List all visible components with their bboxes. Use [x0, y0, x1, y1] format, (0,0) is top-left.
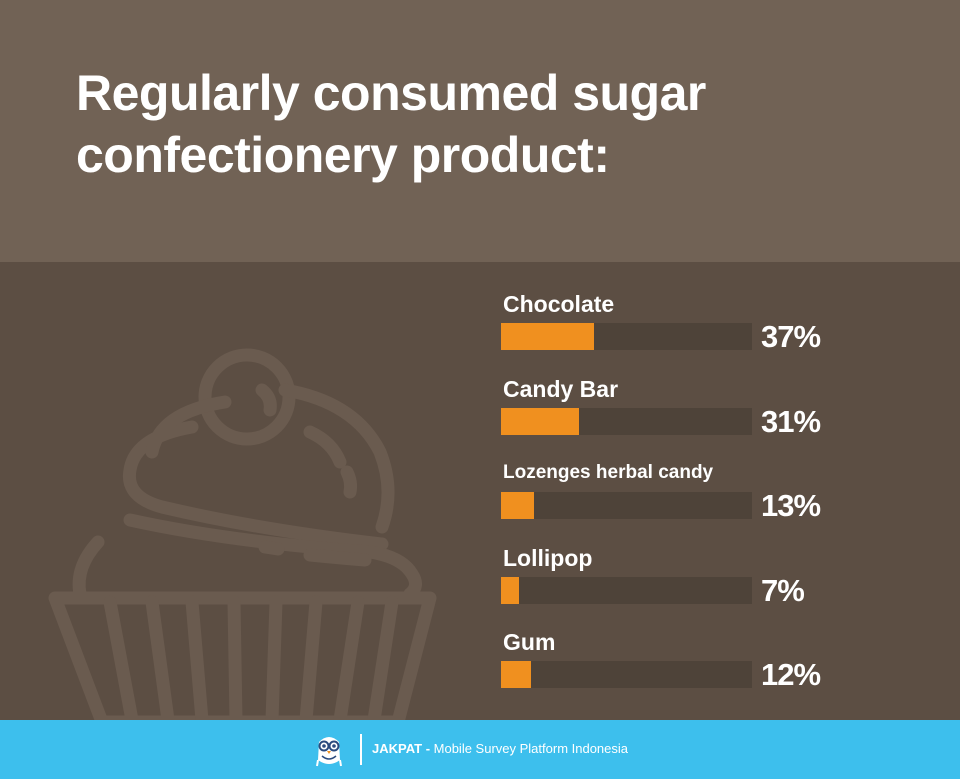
bar-track-chocolate: [501, 323, 752, 350]
footer-credit: JAKPAT - Mobile Survey Platform Indonesi…: [372, 740, 628, 757]
footer-divider: [360, 734, 362, 765]
bar-track-lollipop: [501, 576, 752, 604]
bar-label-gum: Gum: [503, 629, 556, 655]
bar-track-gum: [501, 661, 752, 688]
bar-label-candy-bar: Candy Bar: [503, 375, 619, 402]
bar-track-lozenges-herbal-candy: [501, 492, 752, 519]
owl-mascot-icon: [316, 737, 342, 767]
bar-lollipop: [501, 576, 519, 604]
bar-value-candy-bar: 31%: [761, 403, 821, 439]
bar-gum: [501, 661, 531, 688]
bar-value-lozenges-herbal-candy: 13%: [761, 488, 821, 523]
bar-value-lollipop: 7%: [761, 572, 805, 608]
bar-chart: Chocolate 37% Candy Bar 31% Lozenges herbal …: [0, 262, 960, 720]
footer-brand: JAKPAT: [372, 741, 423, 756]
bar-label-lollipop: Lollipop: [503, 544, 593, 571]
bar-label-chocolate: Chocolate: [503, 291, 615, 317]
bar-candy-bar: [501, 407, 579, 435]
bar-value-chocolate: 37%: [761, 319, 821, 354]
bar-label-lozenges-herbal-candy: Lozenges herbal candy: [503, 462, 714, 483]
chart-panel: Chocolate 37% Candy Bar 31% Lozenges herbal …: [0, 262, 960, 729]
bar-value-gum: 12%: [761, 657, 821, 692]
footer-separator: -: [422, 741, 434, 756]
footer: JAKPAT - Mobile Survey Platform Indonesi…: [0, 720, 960, 779]
page-title: Regularly consumed sugar confectionery p…: [76, 65, 706, 183]
bar-chocolate: [501, 323, 594, 350]
header: Regularly consumed sugar confectionery p…: [0, 0, 960, 262]
cupcake-icon: [48, 348, 437, 729]
footer-tagline: Mobile Survey Platform Indonesia: [433, 741, 629, 756]
bar-track-candy-bar: [501, 407, 752, 435]
bar-lozenges-herbal-candy: [501, 492, 534, 519]
